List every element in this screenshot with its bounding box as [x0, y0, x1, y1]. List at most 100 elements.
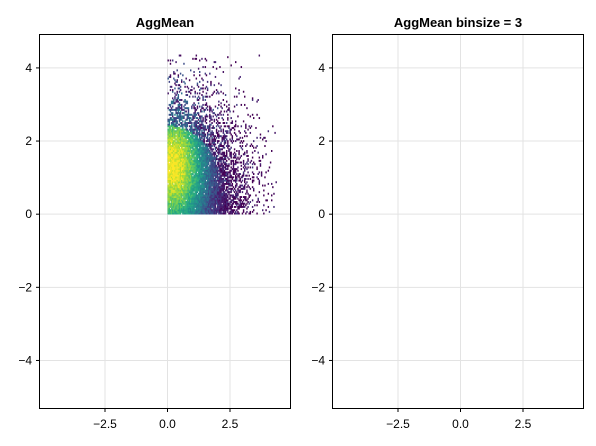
heatmap-cell	[187, 197, 190, 200]
heatmap-cell	[199, 201, 201, 203]
heatmap-cell	[170, 171, 173, 174]
heatmap-cell	[196, 163, 199, 166]
heatmap-cell	[242, 186, 245, 189]
heatmap-cell	[178, 123, 181, 126]
heatmap-cell	[208, 150, 210, 152]
heatmap-cell	[178, 102, 181, 105]
heatmap-cell	[172, 118, 174, 121]
heatmap-cell	[174, 163, 176, 166]
heatmap-cell	[193, 123, 195, 126]
heatmap-cell	[178, 199, 181, 202]
heatmap-cell	[181, 130, 183, 133]
heatmap-cell	[177, 153, 180, 156]
heatmap-cell	[168, 130, 171, 133]
heatmap-cell	[177, 191, 180, 194]
heatmap-cell	[183, 133, 185, 136]
heatmap-cell	[213, 136, 216, 139]
heatmap-cell	[190, 194, 192, 197]
heatmap-cell	[206, 156, 209, 159]
heatmap-cell	[206, 159, 209, 162]
heatmap-cell	[199, 173, 201, 175]
heatmap-cell	[169, 148, 172, 151]
heatmap-cell	[182, 145, 184, 148]
y-axis: −4 −2 0 2 4	[311, 61, 333, 367]
heatmap-cell	[179, 164, 182, 167]
heatmap-cell	[192, 176, 194, 179]
heatmap-cell	[181, 80, 183, 83]
heatmap-cell	[175, 110, 177, 113]
heatmap-cell	[195, 131, 198, 134]
heatmap-cell	[172, 130, 174, 133]
heatmap-cell	[193, 187, 195, 190]
heatmap-cell	[176, 135, 178, 138]
heatmap-cell	[218, 176, 220, 179]
heatmap-cell	[218, 169, 220, 172]
heatmap-cell	[190, 212, 192, 215]
heatmap-cell	[177, 112, 180, 115]
heatmap-cell	[236, 192, 238, 195]
heatmap-cell	[238, 204, 240, 207]
heatmap-cell	[187, 176, 190, 179]
heatmap-cell	[221, 158, 223, 161]
heatmap-cell	[175, 166, 177, 169]
heatmap-cell	[232, 169, 235, 172]
heatmap-cell	[184, 154, 186, 157]
heatmap-cell	[199, 205, 201, 208]
heatmap-cell	[201, 110, 203, 113]
heatmap-cell	[192, 143, 194, 146]
heatmap-cell	[175, 94, 177, 97]
heatmap-cell	[197, 182, 200, 185]
heatmap-cell	[178, 184, 181, 187]
heatmap-cell	[200, 176, 202, 179]
heatmap-cell	[227, 204, 229, 207]
heatmap-cell	[199, 138, 201, 141]
heatmap-cell	[174, 210, 176, 213]
heatmap-cell	[232, 197, 235, 200]
heatmap-cell	[227, 186, 229, 189]
heatmap-cell	[238, 151, 240, 154]
heatmap-cell	[196, 140, 199, 143]
heatmap-cell	[191, 156, 193, 159]
heatmap-cell	[176, 120, 178, 123]
heatmap-cell	[220, 102, 222, 105]
heatmap-cell	[223, 173, 226, 175]
heatmap-cell	[206, 194, 209, 197]
heatmap-cell	[209, 187, 211, 190]
heatmap-cell	[214, 135, 217, 138]
heatmap-cell	[210, 182, 212, 185]
heatmap-cell	[169, 131, 172, 134]
heatmap-cell	[195, 182, 198, 185]
heatmap-cell	[179, 115, 182, 118]
heatmap-cell	[193, 102, 195, 105]
heatmap-cell	[168, 179, 171, 182]
heatmap-cell	[211, 118, 213, 121]
heatmap-cell	[205, 164, 208, 167]
heatmap-cell	[211, 150, 213, 152]
heatmap-cell	[190, 174, 192, 177]
heatmap-cell	[168, 140, 171, 143]
heatmap-cell	[212, 141, 214, 144]
heatmap-cell	[208, 212, 210, 215]
heatmap-cell	[177, 166, 180, 169]
heatmap-cell	[204, 196, 207, 199]
heatmap-cell	[174, 173, 176, 175]
heatmap-cell	[235, 210, 237, 213]
heatmap-cell	[233, 196, 236, 199]
heatmap-cell	[208, 187, 210, 190]
heatmap-cell	[197, 173, 200, 175]
heatmap-cell	[205, 102, 208, 105]
heatmap-cell	[186, 107, 189, 110]
heatmap-cell	[203, 153, 205, 156]
heatmap-cell	[218, 181, 220, 184]
heatmap-cell	[184, 164, 186, 167]
heatmap-cell	[177, 197, 180, 200]
heatmap-cell	[223, 156, 226, 159]
heatmap-cell	[190, 130, 192, 133]
heatmap-cell	[178, 136, 181, 139]
heatmap-cell	[195, 192, 198, 195]
heatmap-cell	[201, 135, 203, 138]
heatmap-cell	[214, 153, 217, 156]
heatmap-cell	[169, 177, 172, 180]
heatmap-cell	[204, 120, 207, 123]
heatmap-cell	[192, 192, 194, 195]
